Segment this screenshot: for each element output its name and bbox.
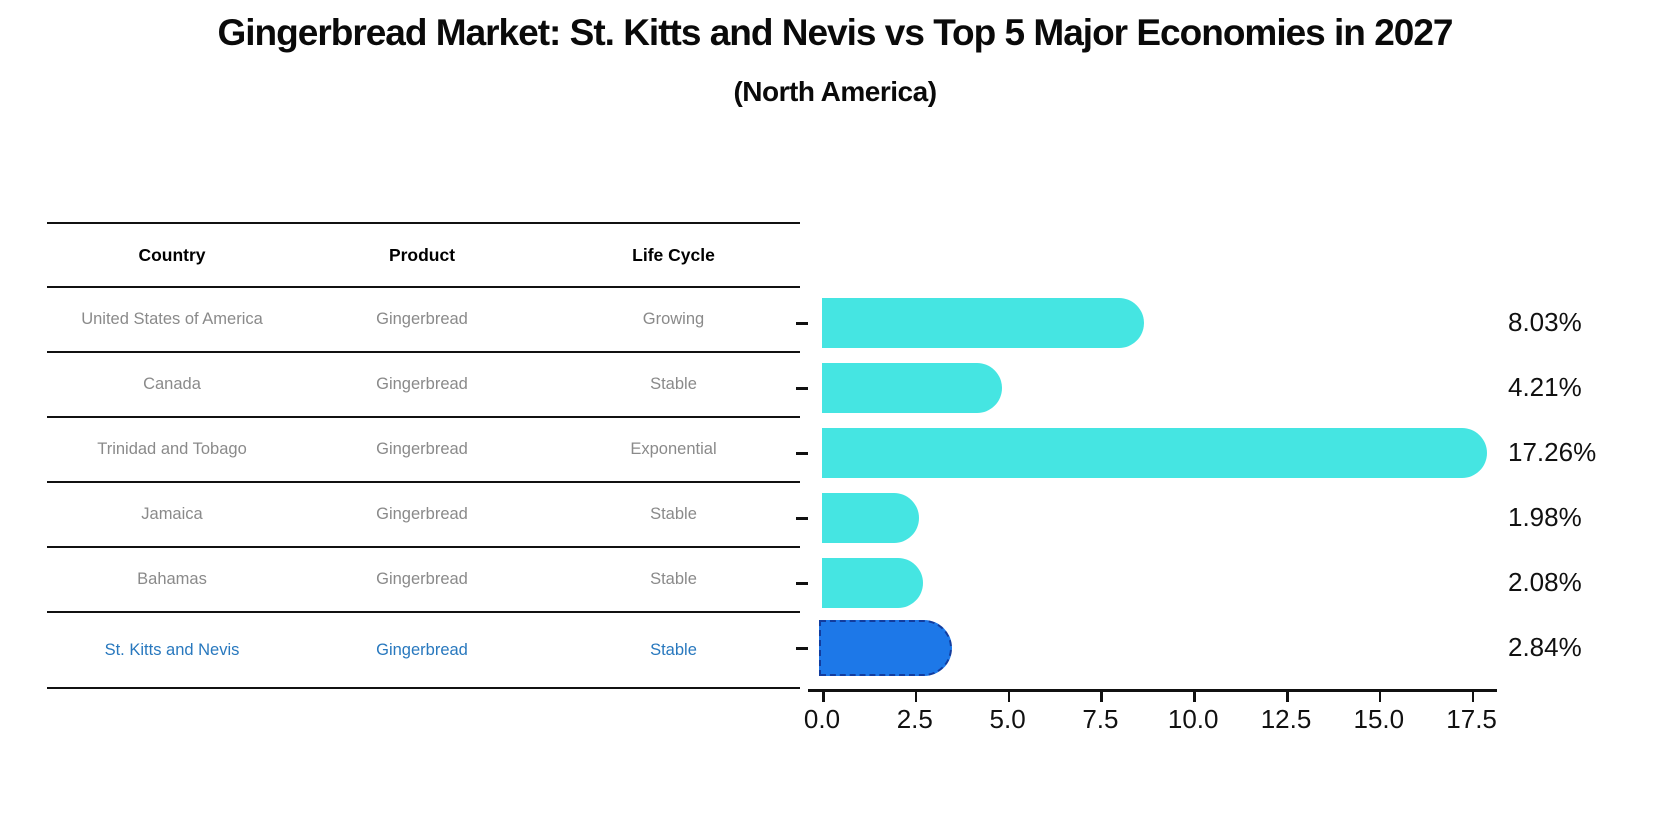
product-cell: Gingerbread xyxy=(376,640,468,659)
table-row-united-states: United States of America Gingerbread Gro… xyxy=(47,288,800,353)
x-tick-label: 5.0 xyxy=(989,704,1026,734)
x-tick-label: 15.0 xyxy=(1353,704,1405,734)
bar-jamaica xyxy=(822,493,920,543)
table-row-trinidad-and-tobago: Trinidad and Tobago Gingerbread Exponent… xyxy=(47,418,800,483)
table-header-row: Country Product Life Cycle xyxy=(47,222,800,288)
x-tick-mark xyxy=(914,692,918,702)
country-cell: Bahamas xyxy=(137,570,207,588)
table-row-canada: Canada Gingerbread Stable xyxy=(47,353,800,418)
x-axis-spine xyxy=(808,689,1497,692)
value-label: 2.08% xyxy=(1508,567,1582,597)
product-cell: Gingerbread xyxy=(376,375,468,393)
x-tick-mark xyxy=(1471,692,1475,702)
x-tick-mark xyxy=(1193,692,1196,702)
life-cycle-cell: Stable xyxy=(650,570,697,588)
x-tick-mark xyxy=(1286,692,1289,702)
y-tick-mark xyxy=(796,517,808,520)
column-header-life-cycle: Life Cycle xyxy=(632,244,715,265)
column-header-country: Country xyxy=(138,244,206,265)
product-cell: Gingerbread xyxy=(376,440,468,458)
product-cell: Gingerbread xyxy=(376,310,468,328)
value-label: 8.03% xyxy=(1508,307,1582,337)
table-row-bahamas: Bahamas Gingerbread Stable xyxy=(47,548,800,613)
life-cycle-cell: Growing xyxy=(642,310,705,328)
life-cycle-cell: Stable xyxy=(650,640,697,659)
y-tick-mark xyxy=(796,322,808,325)
bar-trinidad-and-tobago xyxy=(822,428,1487,478)
table-row-st-kitts-and-nevis: St. Kitts and Nevis Gingerbread Stable xyxy=(47,613,800,689)
chart-subtitle: (North America) xyxy=(733,76,937,107)
x-tick-label: 17.5 xyxy=(1446,704,1497,734)
y-tick-mark xyxy=(796,582,808,585)
x-tick-label: 10.0 xyxy=(1167,704,1219,734)
x-tick-mark xyxy=(822,692,825,702)
product-cell: Gingerbread xyxy=(376,505,468,523)
x-tick-mark xyxy=(1378,692,1382,702)
y-tick-mark xyxy=(796,387,808,390)
bar-united-states xyxy=(822,298,1145,348)
bar-bahamas xyxy=(822,558,924,608)
bar-st-kitts-and-nevis xyxy=(819,620,953,676)
life-cycle-cell: Exponential xyxy=(630,440,717,458)
country-cell: Jamaica xyxy=(141,505,203,523)
product-cell: Gingerbread xyxy=(376,570,468,588)
life-cycle-cell: Stable xyxy=(650,375,697,393)
x-tick-mark xyxy=(1100,692,1103,702)
country-cell: St. Kitts and Nevis xyxy=(104,640,240,659)
x-tick-mark xyxy=(1007,692,1011,702)
country-table: Country Product Life Cycle United States… xyxy=(47,222,800,689)
chart-title: Gingerbread Market: St. Kitts and Nevis … xyxy=(217,12,1453,53)
bar-canada xyxy=(822,363,1003,413)
life-cycle-cell: Stable xyxy=(650,505,697,523)
x-tick-label: 2.5 xyxy=(896,704,933,734)
country-cell: Canada xyxy=(143,375,201,393)
table-row-jamaica: Jamaica Gingerbread Stable xyxy=(47,483,800,548)
value-label: 17.26% xyxy=(1508,437,1597,467)
value-label: 2.84% xyxy=(1508,632,1582,662)
y-tick-mark xyxy=(796,647,808,650)
country-cell: Trinidad and Tobago xyxy=(97,440,247,458)
y-tick-mark xyxy=(796,452,808,455)
country-cell: United States of America xyxy=(81,310,263,328)
column-header-product: Product xyxy=(388,244,456,265)
value-label: 1.98% xyxy=(1508,502,1582,532)
value-label: 4.21% xyxy=(1508,372,1582,402)
x-tick-label: 7.5 xyxy=(1082,704,1119,734)
x-tick-label: 12.5 xyxy=(1260,704,1312,734)
x-tick-label: 0.0 xyxy=(803,704,841,734)
